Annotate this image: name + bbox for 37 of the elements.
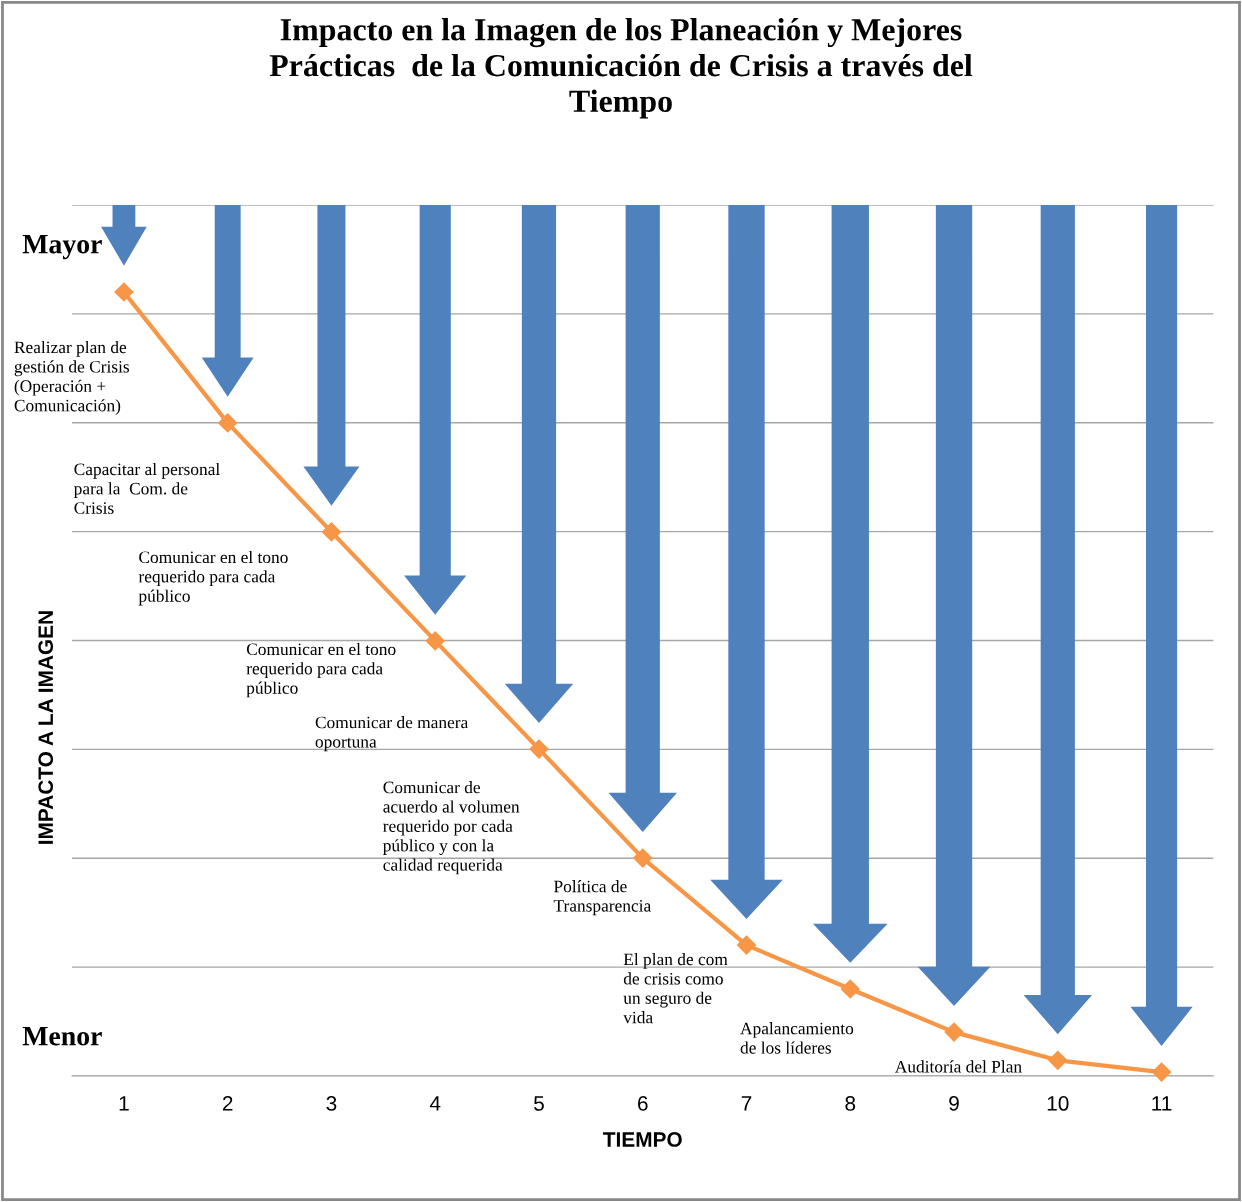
y-axis-title: IMPACTO A LA IMAGEN xyxy=(38,611,54,844)
x-axis-title: TIEMPO xyxy=(603,1132,682,1147)
point xyxy=(321,522,341,542)
point xyxy=(114,282,134,302)
point xyxy=(944,1022,964,1042)
x-tick-label: 5 xyxy=(534,1096,544,1111)
point xyxy=(736,935,757,955)
text: Mayor xyxy=(22,235,102,260)
x-tick-label: 3 xyxy=(326,1096,337,1111)
point xyxy=(425,631,445,651)
point xyxy=(633,848,653,868)
point xyxy=(840,979,860,999)
x-tick-label: 6 xyxy=(638,1096,648,1111)
annotation: Apalancamiento de los líderes xyxy=(740,1022,854,1054)
x-tick-label: 4 xyxy=(429,1096,441,1111)
x-tick-label: 10 xyxy=(1047,1096,1069,1111)
annotation: Menor xyxy=(22,1027,102,1046)
annotation: Auditoría del Plan xyxy=(894,1060,1022,1073)
x-tick-label: 7 xyxy=(741,1096,752,1111)
annotation: Comunicar en el tono requerido para cada público xyxy=(138,550,288,606)
chart-title: Impacto en la Imagen de los Planeación y Mejores Prácticas de la Comunicación de Crisis a través del Tiempo xyxy=(269,18,973,119)
x-tick-label: 2 xyxy=(222,1096,233,1111)
x-tick-label: 1 xyxy=(119,1096,129,1111)
x-tick-label: 8 xyxy=(845,1096,856,1111)
annotation: Comunicar de manera oportuna xyxy=(315,716,469,752)
annotation: Comunicar en el tono requerido para cada público xyxy=(246,642,396,698)
point xyxy=(529,739,549,759)
point xyxy=(1152,1062,1172,1082)
annotation: Política de Transparencia xyxy=(553,880,651,916)
annotation: Comunicar de acuerdo al volumen requerido por cada público y con la calidad requerida xyxy=(383,781,520,875)
point xyxy=(1048,1050,1068,1070)
x-tick-label: 9 xyxy=(949,1096,959,1111)
x-tick-label: 11 xyxy=(1152,1096,1172,1111)
annotation: El plan de com de crisis como un seguro de vida xyxy=(623,953,728,1024)
annotation: Realizar plan de gestión de Crisis (Operación + Comunicación) xyxy=(14,340,130,415)
point xyxy=(218,413,238,433)
annotation: Capacitar al personal para la Com. de Crisis xyxy=(73,462,220,514)
